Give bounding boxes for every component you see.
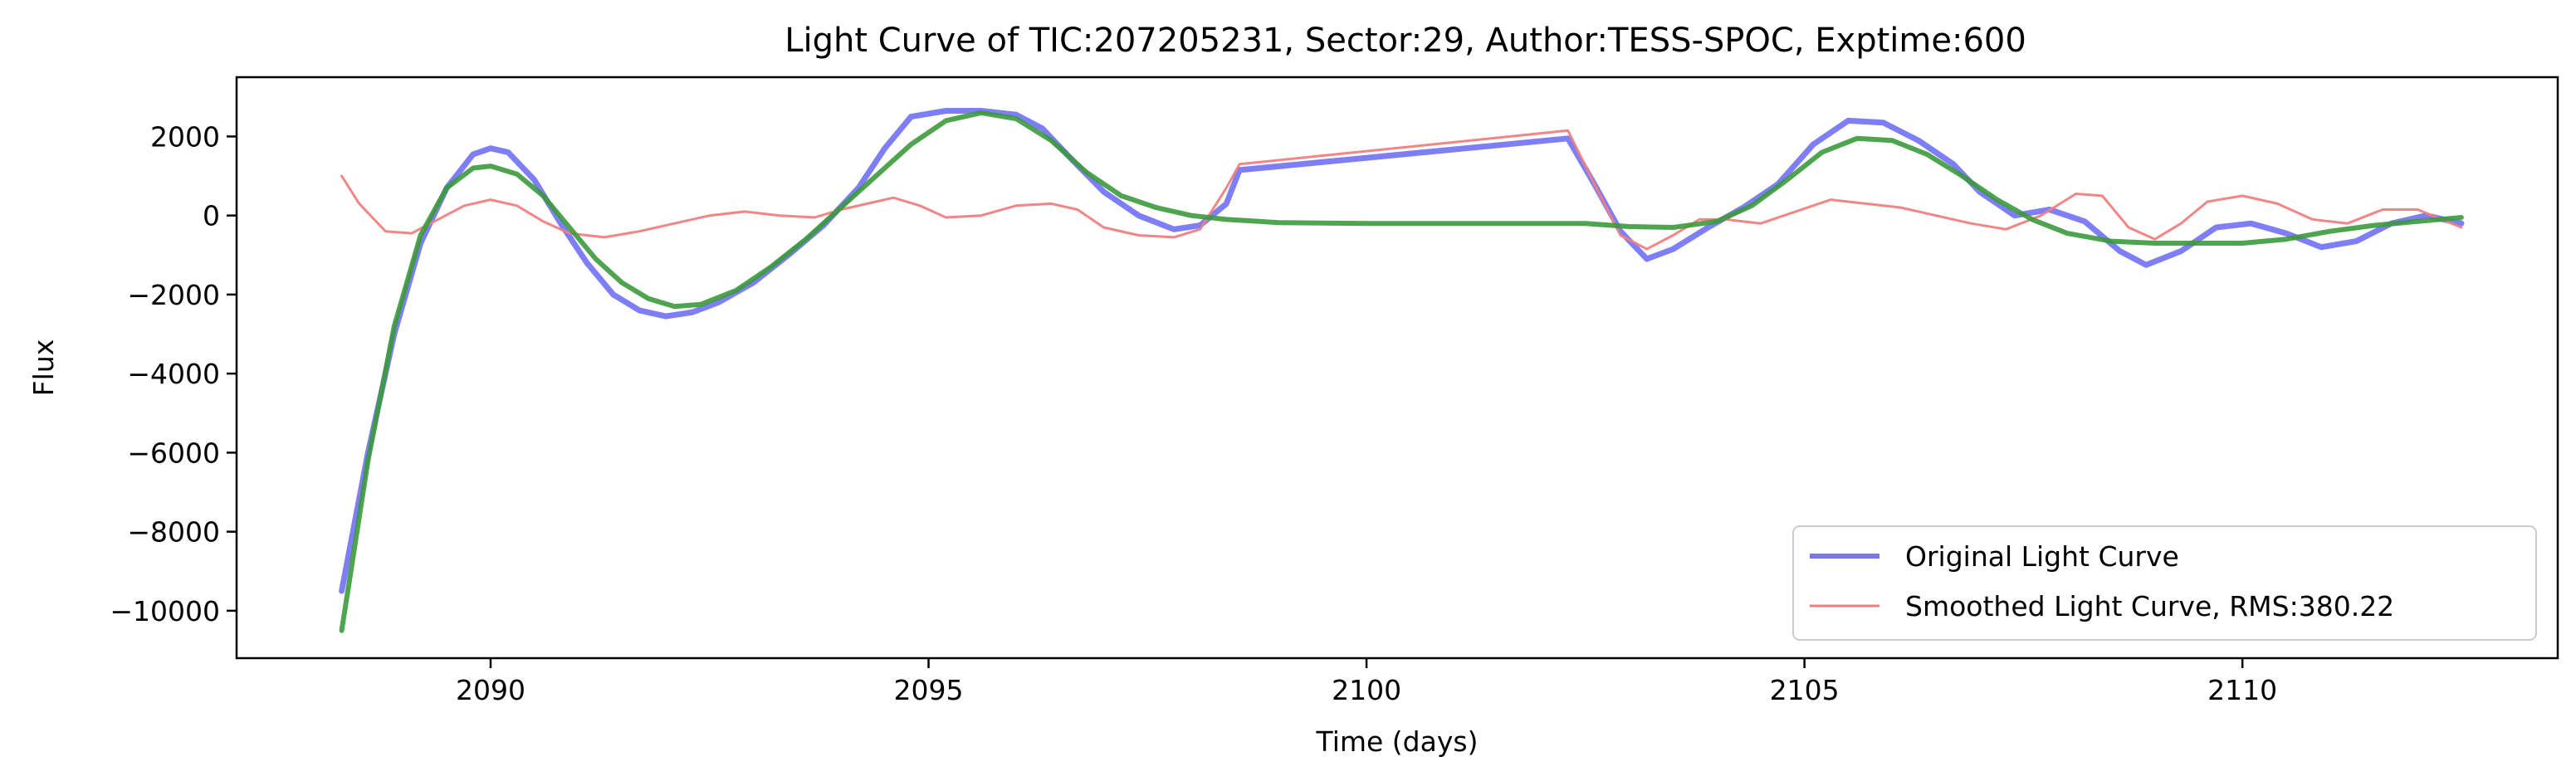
x-tick-label: 2095	[894, 674, 964, 706]
x-tick-label: 2110	[2207, 674, 2277, 706]
legend-label-smoothed: Smoothed Light Curve, RMS:380.22	[1905, 590, 2394, 622]
x-tick-label: 2105	[1770, 674, 1840, 706]
plot-area	[339, 108, 2465, 633]
x-axis-ticks: 2090 2095 2100 2105 2110	[456, 658, 2277, 706]
x-tick-label: 2100	[1332, 674, 1401, 706]
y-axis-ticks: 2000 0 −2000 −4000 −6000 −8000 −10000	[110, 120, 237, 627]
chart-title: Light Curve of TIC:207205231, Sector:29,…	[785, 22, 2026, 60]
legend-box	[1792, 525, 2537, 641]
legend: Original Light Curve Smoothed Light Curv…	[1792, 525, 2537, 641]
y-tick-label: −2000	[127, 279, 220, 311]
x-axis-label: Time (days)	[1316, 725, 1479, 758]
y-axis-label: Flux	[27, 339, 60, 397]
x-tick-label: 2090	[456, 674, 525, 706]
y-tick-label: 0	[203, 200, 220, 232]
y-tick-label: −8000	[127, 516, 220, 549]
series-original-light-curve	[339, 108, 2465, 594]
y-tick-label: 2000	[150, 120, 220, 153]
axes-frame	[235, 76, 2559, 660]
legend-label-original: Original Light Curve	[1905, 540, 2179, 573]
y-tick-label: −6000	[127, 437, 220, 469]
y-tick-label: −4000	[127, 358, 220, 390]
y-tick-label: −10000	[110, 595, 220, 627]
series-smoothed-light-curve	[340, 129, 2463, 251]
series-fit-curve	[339, 110, 2464, 633]
